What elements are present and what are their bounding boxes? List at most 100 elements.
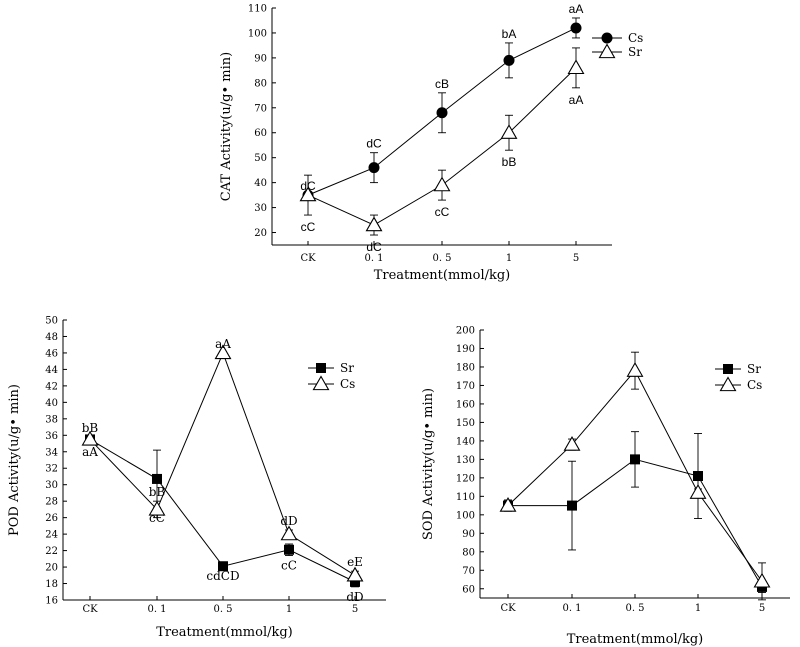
x-tick-label: CK (500, 603, 516, 614)
y-tick-label: 180 (456, 362, 475, 373)
data-point (346, 566, 364, 582)
data-point (218, 561, 228, 572)
y-tick-label: 42 (45, 381, 58, 392)
x-axis-title: Treatment(mmol/kg) (156, 625, 293, 640)
data-label: aA (569, 93, 584, 107)
y-tick-label: 110 (456, 492, 475, 503)
series-line (89, 438, 356, 583)
data-label: cC (281, 559, 297, 573)
data-label: cC (301, 220, 316, 234)
y-tick-label: 30 (254, 203, 267, 214)
y-tick-label: 16 (45, 596, 58, 607)
data-point (280, 525, 298, 541)
y-tick-label: 200 (456, 326, 475, 337)
y-tick-label: 22 (45, 546, 58, 557)
legend-marker (598, 43, 616, 59)
legend-marker (723, 364, 733, 374)
pod-chart-panel: 16 18 20 22 24 26 28 30 32 34 36 38 40 42 44 46 48 50 CK 0.… (7, 316, 386, 640)
data-point (499, 496, 517, 512)
data-point (368, 162, 380, 174)
y-tick-label: 100 (248, 28, 267, 39)
y-tick-label: 26 (45, 513, 58, 524)
y-tick-label: 140 (456, 436, 475, 447)
data-point (350, 576, 360, 587)
x-tick-label: CK (300, 253, 316, 264)
y-tick-label: 46 (45, 348, 58, 359)
data-point (81, 430, 99, 446)
y-tick-label: 120 (456, 473, 475, 484)
y-tick-label: 34 (45, 447, 58, 458)
y-tick-label: 60 (254, 128, 267, 139)
y-tick-label: 28 (45, 497, 58, 508)
y-tick-label: 38 (45, 414, 58, 425)
y-tick-label: 130 (456, 455, 475, 466)
legend-item: Sr (715, 362, 761, 376)
y-tick-label: 24 (45, 530, 58, 541)
data-label: cdCD (206, 569, 239, 583)
data-point (563, 435, 581, 451)
y-tick-label: 20 (45, 563, 58, 574)
data-point (626, 362, 644, 377)
y-tick-label: 110 (248, 4, 267, 15)
legend-marker (316, 363, 326, 373)
data-point (503, 54, 515, 66)
x-tick-label: 1 (286, 604, 292, 615)
data-point (152, 473, 162, 484)
y-axis-title: CAT Activity(u/g• min) (219, 52, 234, 201)
legend-item: Sr (592, 43, 642, 59)
legend-label: Cs (628, 31, 643, 45)
sod-chart-panel: 60 70 80 90 100 110 120 130 140 150 160 170 180 190 20… (421, 326, 790, 647)
data-point (214, 344, 232, 360)
legend-item: Cs (592, 31, 643, 45)
legend-item: Cs (715, 376, 762, 392)
data-point (148, 500, 166, 516)
y-tick-label: 48 (45, 332, 58, 343)
y-tick-label: 160 (456, 399, 475, 410)
legend-marker (312, 375, 330, 391)
y-tick-label: 90 (254, 53, 267, 64)
data-label: aA (82, 445, 98, 459)
data-label: bB (502, 155, 517, 169)
legend-label: Sr (340, 361, 354, 375)
y-tick-label: 60 (462, 584, 475, 595)
legend-item: Sr (308, 361, 354, 375)
data-point (689, 484, 707, 499)
series-line (307, 67, 577, 226)
data-point (630, 454, 640, 465)
y-tick-label: 36 (45, 431, 58, 442)
y-tick-label: 190 (456, 344, 475, 355)
data-point (753, 572, 771, 588)
x-axis-title: Treatment(mmol/kg) (374, 268, 511, 283)
x-tick-label: 0. 1 (364, 253, 383, 264)
y-tick-label: 32 (45, 464, 58, 475)
x-axis-title: Treatment(mmol/kg) (567, 632, 704, 647)
y-axis-title: POD Activity(u/g• min) (7, 384, 22, 536)
data-point (299, 186, 317, 202)
data-label: eE (347, 555, 363, 569)
y-tick-label: 20 (254, 228, 267, 239)
y-axis-title: SOD Activity(u/g• min) (421, 388, 436, 540)
x-tick-label: 1 (695, 603, 701, 614)
series-sr: aAcCcdCDcCdD (82, 434, 364, 604)
data-label: dC (366, 137, 382, 151)
y-tick-label: 80 (254, 78, 267, 89)
x-tick-label: 1 (506, 253, 512, 264)
x-tick-label: 5 (573, 253, 579, 264)
data-label: bA (502, 27, 517, 41)
legend: Sr Cs (715, 362, 762, 392)
y-tick-label: 44 (45, 365, 58, 376)
y-tick-label: 170 (456, 381, 475, 392)
legend-label: Cs (340, 377, 355, 391)
data-label: bB (149, 485, 166, 499)
y-tick-label: 40 (45, 398, 58, 409)
cat-chart-panel: 20 30 40 50 60 70 80 90 100 110 CK 0. 1 0. 5 1 5 CAT Ac… (219, 2, 643, 283)
data-label: bB (82, 421, 99, 435)
series-sr (503, 431, 767, 593)
x-tick-label: CK (82, 604, 98, 615)
data-point (365, 216, 383, 232)
data-label: dD (280, 514, 297, 528)
data-label: dC (366, 240, 382, 254)
legend-label: Cs (747, 378, 762, 392)
series-cs (499, 351, 771, 601)
y-tick-label: 40 (254, 178, 267, 189)
